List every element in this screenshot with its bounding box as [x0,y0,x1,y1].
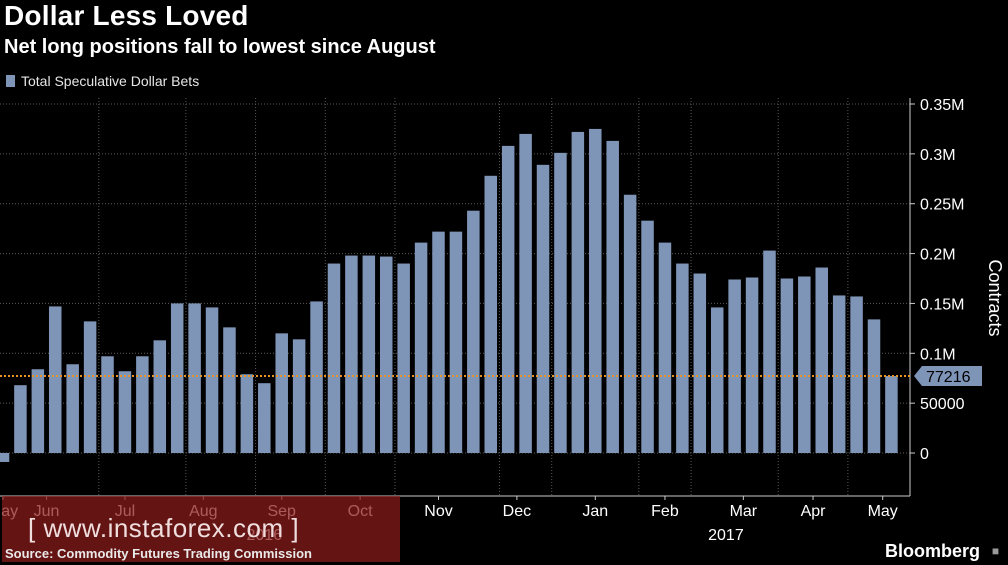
x-tick-label: Apr [801,503,827,520]
bar [397,263,410,453]
chart-title: Dollar Less Loved [4,0,249,31]
bar [589,128,602,453]
value-callout [914,366,982,387]
bar [467,210,480,453]
bar [571,131,585,454]
x-tick-label: May [868,503,898,520]
y-tick-label: 0.35M [920,97,964,114]
bar [641,220,654,453]
y-tick-label: 50000 [920,396,965,413]
bar [188,303,201,453]
y-tick-label: 0.25M [920,197,964,214]
y-tick-label: 0.15M [920,296,964,313]
bar [832,295,846,453]
bar [0,453,10,462]
bar [362,255,376,453]
bar [693,273,707,453]
bar [449,231,463,453]
bar [780,278,794,453]
watermark-text: [ www.instaforex.com ] [28,513,300,543]
x-tick-label: Feb [651,503,679,520]
bar [49,306,62,453]
bar [205,307,219,453]
legend-label: Total Speculative Dollar Bets [21,73,200,89]
bar [414,242,428,453]
watermark-banner [2,496,400,562]
x-tick-label: Mar [730,503,758,520]
bar [536,164,550,453]
y-tick-label: 0.3M [920,147,956,164]
bar [275,333,288,453]
bar [710,307,724,453]
chart-icon: ■ [991,544,1000,558]
bar [310,301,323,453]
bar [66,364,79,453]
bar [258,383,271,453]
bar [379,256,393,453]
bar [484,175,498,453]
bar [815,267,828,453]
bar [676,263,689,453]
value-callout-label: 77216 [926,369,971,386]
bar [83,321,97,453]
chart-subtitle: Net long positions fall to lowest since … [4,36,436,58]
legend-swatch [6,75,15,87]
y-tick-label: 0.1M [920,346,956,363]
x-tick-label: Nov [424,503,452,520]
bar [327,263,341,453]
y-tick-label: 0.2M [920,247,956,264]
bar [554,152,567,454]
bar [136,356,149,453]
legend: Total Speculative Dollar Bets [6,73,199,89]
y-tick-label: 0 [920,446,929,463]
brand-logo: Bloomberg [884,541,980,561]
bar [170,303,184,453]
x-tick-label: Dec [503,503,531,520]
bar [432,231,445,453]
source-note: Source: Commodity Futures Trading Commis… [5,546,312,561]
bar [240,374,254,453]
bar [118,371,132,453]
bar [745,277,759,453]
bar [101,356,114,453]
bar [345,255,358,453]
bar [885,376,898,453]
bar [501,145,515,453]
bar [31,369,45,453]
bar [153,340,167,453]
bar [519,133,532,453]
bar [658,242,672,453]
bar [850,296,863,453]
bar [798,276,811,453]
y-axis-label: Contracts [985,259,1005,336]
year-label: 2017 [708,527,744,544]
bar [728,279,741,453]
bar [223,327,236,453]
bar [606,140,619,453]
x-tick-label: Jan [582,503,608,520]
bar [867,319,881,453]
bar [763,250,776,453]
bar [292,339,306,453]
bar [14,385,27,453]
bar [623,194,637,454]
